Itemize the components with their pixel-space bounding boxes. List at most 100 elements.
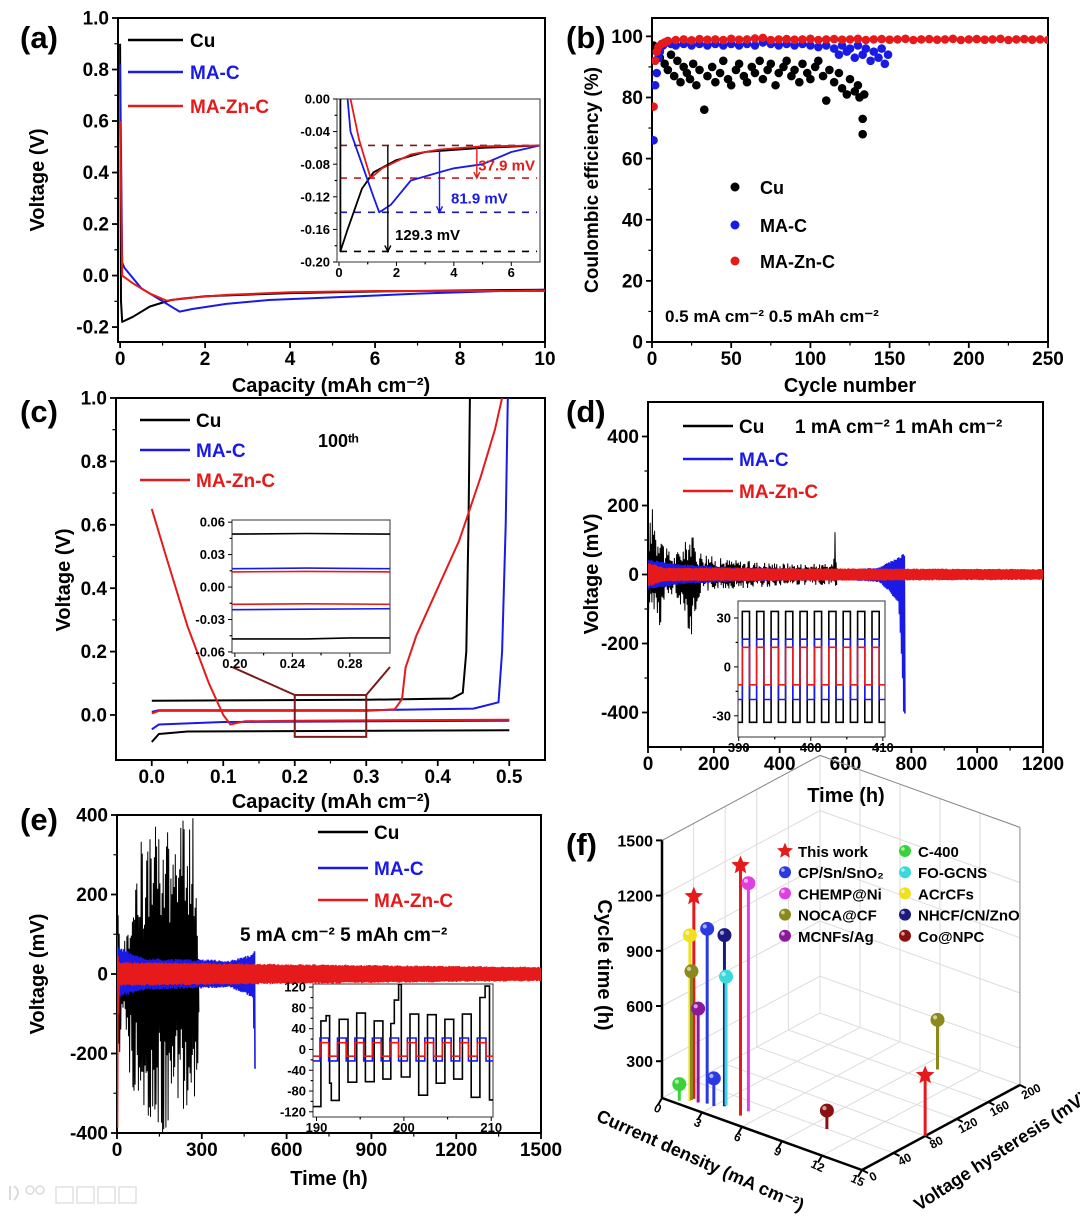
sphere-marker-icon	[819, 1103, 834, 1118]
x-tick-label: 210	[480, 1120, 502, 1135]
data-point	[685, 74, 695, 84]
data-point	[688, 59, 698, 69]
sphere-highlight	[743, 878, 749, 883]
y-tick-label: 80	[927, 1133, 946, 1152]
x-tick-label: 200	[698, 754, 730, 775]
inset-a: 0 2 4 6 -0.20 -0.16 -0.12 -0.08 -0.04 0.00 37.9 mV…	[300, 92, 541, 280]
panel-label: (b)	[566, 20, 606, 55]
data-point	[821, 35, 831, 44]
sphere-marker-icon	[682, 928, 697, 943]
data-point	[707, 62, 717, 72]
star-marker-icon	[684, 886, 704, 905]
sphere-marker-icon	[779, 929, 791, 942]
legend-label: CP/Sn/SnO₂	[798, 865, 884, 882]
data-point	[806, 74, 815, 84]
x-axis: 190 200 210	[306, 1117, 502, 1135]
legend-label: C-400	[918, 844, 959, 861]
y-axis-label: Voltage (V)	[27, 129, 49, 232]
data-point	[750, 68, 760, 78]
x-axis-line	[661, 1096, 863, 1172]
y-tick-label: -0.16	[300, 222, 330, 237]
data-point	[755, 56, 765, 66]
x-tick-label: 200	[393, 1120, 415, 1135]
stem-point-this-work	[915, 1065, 935, 1136]
x-axis-label: Time (h)	[807, 785, 884, 807]
data-point	[814, 56, 823, 66]
data-point	[853, 41, 863, 50]
data-point	[834, 50, 844, 59]
x-tick-label: 0.0	[139, 767, 165, 788]
y-tick-label: -80	[287, 1084, 306, 1099]
star-marker-icon	[915, 1065, 935, 1084]
data-point	[940, 35, 950, 44]
legend-label: NOCA@CF	[798, 908, 877, 925]
y-tick	[1019, 1084, 1027, 1089]
sphere-highlight	[702, 924, 707, 929]
x-tick-label: 0	[647, 349, 658, 370]
legend-item-ma-zn-c: MA-Zn-C	[318, 891, 453, 912]
x-tick-label: 100	[795, 349, 827, 370]
data-point	[869, 47, 879, 56]
data-point	[699, 105, 709, 114]
x-tick-label: 800	[895, 754, 927, 775]
data-point	[948, 34, 958, 44]
back-wall-gridline	[819, 810, 1021, 884]
y-tick-label: 40	[622, 210, 643, 231]
y-tick-label: 0	[299, 1042, 306, 1057]
stem-point-c-400	[672, 1077, 687, 1101]
data-point	[771, 80, 780, 90]
y-tick-label: 40	[292, 1021, 306, 1036]
x-tick-label: 3	[692, 1115, 704, 1131]
watermark-glyph-block	[118, 1186, 137, 1204]
y-tick-label: 0.06	[200, 515, 225, 530]
x-tick-label: 0.28	[337, 656, 362, 671]
sphere-highlight	[693, 1004, 698, 1009]
y-tick-label: -30	[712, 708, 731, 723]
stem-point-acrcfs	[682, 928, 697, 1101]
panel-c: 0.0 0.1 0.2 0.3 0.4 0.5 0.0 0.2 0.4 0.6 0.8 1.0 (c) V…	[20, 389, 546, 813]
y-tick-label: 200	[607, 496, 639, 517]
data-point	[956, 35, 966, 45]
inset-d: 390 400 410 -30 0 30	[712, 600, 894, 755]
legend-label: CHEMP@Ni	[798, 886, 882, 903]
series-cu-charge-line	[151, 398, 471, 702]
legend-item-co-npc: Co@NPC	[899, 929, 984, 946]
y-tick-label: 0.0	[81, 706, 107, 727]
legend-item-ma-zn-c: MA-Zn-C	[683, 482, 818, 503]
data-point	[790, 35, 799, 45]
x-axis: 0 2 4 6	[335, 262, 515, 280]
data-point	[1019, 34, 1029, 44]
y-tick-label: 0	[724, 659, 731, 674]
y-tick-label: -40	[287, 1063, 306, 1078]
y-tick-label: 0.0	[83, 266, 109, 287]
y-tick	[861, 1169, 869, 1174]
stem-point-co-npc	[819, 1103, 834, 1129]
x-tick-label: 190	[306, 1120, 328, 1135]
data-point	[814, 35, 823, 45]
data-point	[766, 59, 776, 69]
data-point	[742, 35, 752, 44]
y-tick-label: -0.2	[76, 318, 109, 339]
data-point	[718, 35, 728, 45]
legend-item-noca-cf: NOCA@CF	[779, 908, 877, 925]
data-point	[673, 56, 682, 66]
data-point	[679, 35, 688, 44]
panel-label: (d)	[566, 394, 606, 429]
plot-frame	[117, 17, 546, 343]
back-wall-gridline	[819, 920, 1021, 994]
y-tick-label: -0.04	[300, 124, 330, 139]
sphere-highlight	[781, 910, 785, 915]
data-point	[1043, 35, 1048, 45]
y-tick-label: 0.4	[83, 163, 110, 184]
data-point	[676, 77, 685, 87]
legend-label: MA-Zn-C	[196, 471, 275, 492]
data-point	[790, 65, 799, 75]
legend-item-ma-c: MA-C	[683, 450, 789, 471]
x-tick-label: 2	[200, 349, 211, 370]
y-tick	[987, 1101, 995, 1106]
legend-label: Cu	[190, 31, 215, 52]
sphere-marker-icon	[779, 866, 791, 879]
series-ma-zn-c	[652, 33, 1048, 111]
data-point	[837, 84, 847, 93]
inset-frame	[336, 98, 541, 263]
